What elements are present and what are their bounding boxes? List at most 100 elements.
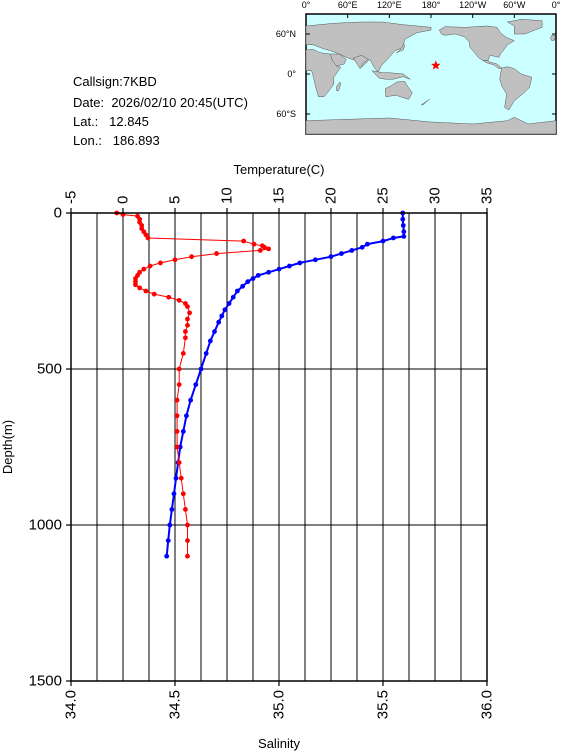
salinity-tick-label: 35.0 bbox=[271, 690, 288, 719]
lon-row: Lon.: 186.893 bbox=[73, 133, 160, 148]
salinity-point bbox=[174, 397, 180, 403]
temperature-point bbox=[226, 301, 232, 306]
temperature-point bbox=[401, 229, 407, 235]
salinity-point bbox=[183, 329, 188, 334]
temperature-tick-label: 0 bbox=[115, 196, 132, 204]
location-map: 0° 60°E 120°E 180° 120°W 60°W 0° 60°N 0° 60°S bbox=[276, 0, 561, 135]
temperature-point bbox=[222, 307, 228, 313]
salinity-point bbox=[176, 382, 182, 387]
salinity-tick-label: 34.0 bbox=[63, 690, 80, 719]
map-latitude-label: 60°S bbox=[276, 109, 296, 119]
salinity-point bbox=[174, 429, 180, 434]
africa-landmass bbox=[305, 49, 342, 97]
salinity-point bbox=[178, 475, 184, 481]
temperature-tick-label: 30 bbox=[427, 187, 444, 204]
temperature-point bbox=[165, 538, 171, 543]
australia-landmass bbox=[384, 81, 413, 100]
temperature-point bbox=[167, 522, 173, 528]
temperature-point bbox=[164, 553, 170, 559]
salinity-point bbox=[151, 291, 157, 297]
temperature-point bbox=[171, 491, 177, 497]
indonesia-landmass bbox=[371, 70, 411, 80]
salinity-point bbox=[187, 310, 192, 316]
temperature-point bbox=[349, 248, 355, 253]
salinity-point bbox=[176, 366, 182, 372]
salinity-point bbox=[176, 460, 182, 465]
temperature-point bbox=[266, 269, 271, 275]
antarctica-landmass bbox=[305, 117, 557, 135]
salinity-tick-label: 35.5 bbox=[375, 690, 392, 719]
salinity-point bbox=[180, 491, 186, 497]
temperature-tick-label: 35 bbox=[479, 187, 496, 204]
temperature-point bbox=[401, 234, 407, 239]
salinity-point bbox=[176, 297, 182, 303]
depth-tick-labels: 0 500 1000 1500 bbox=[29, 205, 62, 690]
depth-tick-label: 0 bbox=[54, 205, 62, 222]
salinity-point bbox=[185, 538, 190, 543]
temperature-point bbox=[287, 263, 292, 269]
map-longitude-label: 120°W bbox=[459, 0, 487, 10]
salinity-point bbox=[185, 553, 190, 559]
map-landmasses bbox=[305, 19, 557, 135]
salinity-point bbox=[185, 316, 190, 322]
india-landmass bbox=[352, 55, 369, 70]
salinity-point bbox=[185, 304, 190, 309]
south-america-landmass bbox=[499, 66, 532, 111]
temperature-point bbox=[193, 382, 199, 387]
salinity-point bbox=[189, 254, 195, 260]
uk-landmass bbox=[550, 35, 556, 41]
temperature-point bbox=[169, 507, 175, 512]
salinity-point bbox=[133, 282, 138, 288]
map-longitude-label: 60°W bbox=[503, 0, 526, 10]
salinity-point bbox=[180, 351, 186, 356]
temperature-point bbox=[365, 241, 370, 247]
callsign-label: Callsign: bbox=[73, 74, 123, 89]
salinity-point bbox=[185, 522, 190, 528]
salinity-point bbox=[266, 246, 271, 252]
salinity-point bbox=[183, 335, 188, 341]
salinity-point bbox=[257, 248, 263, 253]
map-latitude-label: 60°N bbox=[276, 29, 296, 39]
salinity-point bbox=[241, 238, 247, 244]
salinity-point bbox=[185, 322, 190, 328]
temperature-point bbox=[400, 216, 406, 222]
date-value: 2026/02/10 20:45(UTC) bbox=[111, 95, 248, 110]
lat-label: Lat.: bbox=[73, 114, 99, 129]
depth-tick-label: 500 bbox=[37, 361, 62, 378]
madagascar-landmass bbox=[336, 81, 341, 91]
salinity-tick-labels: 34.0 34.5 35.0 35.5 36.0 bbox=[63, 690, 496, 719]
plot-area: -5 0 5 10 15 20 25 30 35 34.0 34.5 35.0 35.5 36.0 05… bbox=[29, 187, 496, 719]
temperature-point bbox=[276, 266, 282, 272]
temperature-point bbox=[173, 475, 179, 481]
map-tick-marks bbox=[305, 14, 557, 115]
salinity-point bbox=[174, 444, 180, 450]
callsign-row: Callsign:7KBD bbox=[73, 74, 157, 89]
arabia-landmass bbox=[329, 53, 347, 67]
date-row: Date: 2026/02/10 20:45(UTC) bbox=[73, 95, 248, 110]
salinity-point bbox=[166, 294, 172, 300]
temperature-tick-label: 5 bbox=[167, 196, 184, 204]
temperature-tick-label: -5 bbox=[63, 191, 80, 204]
temperature-axis-title: Temperature(C) bbox=[233, 162, 324, 177]
salinity-axis-title: Salinity bbox=[258, 736, 300, 751]
temperature-point bbox=[180, 429, 186, 434]
salinity-point bbox=[172, 257, 178, 263]
temperature-point bbox=[245, 279, 251, 285]
temperature-point bbox=[198, 366, 204, 372]
lon-label: Lon.: bbox=[73, 133, 102, 148]
salinity-point bbox=[174, 413, 180, 419]
date-label: Date: bbox=[73, 95, 105, 110]
temperature-point bbox=[188, 397, 194, 403]
temperature-point bbox=[250, 276, 256, 281]
temperature-point bbox=[391, 235, 396, 241]
temperature-point bbox=[219, 313, 225, 319]
map-longitude-label: 120°E bbox=[377, 0, 402, 10]
north-america-landmass bbox=[438, 25, 515, 61]
temperature-point bbox=[203, 351, 209, 356]
salinity-point bbox=[183, 507, 188, 512]
station-marker-icon bbox=[431, 60, 441, 70]
salinity-point bbox=[145, 235, 151, 241]
salinity-point bbox=[251, 241, 257, 247]
temperature-point bbox=[235, 288, 240, 294]
